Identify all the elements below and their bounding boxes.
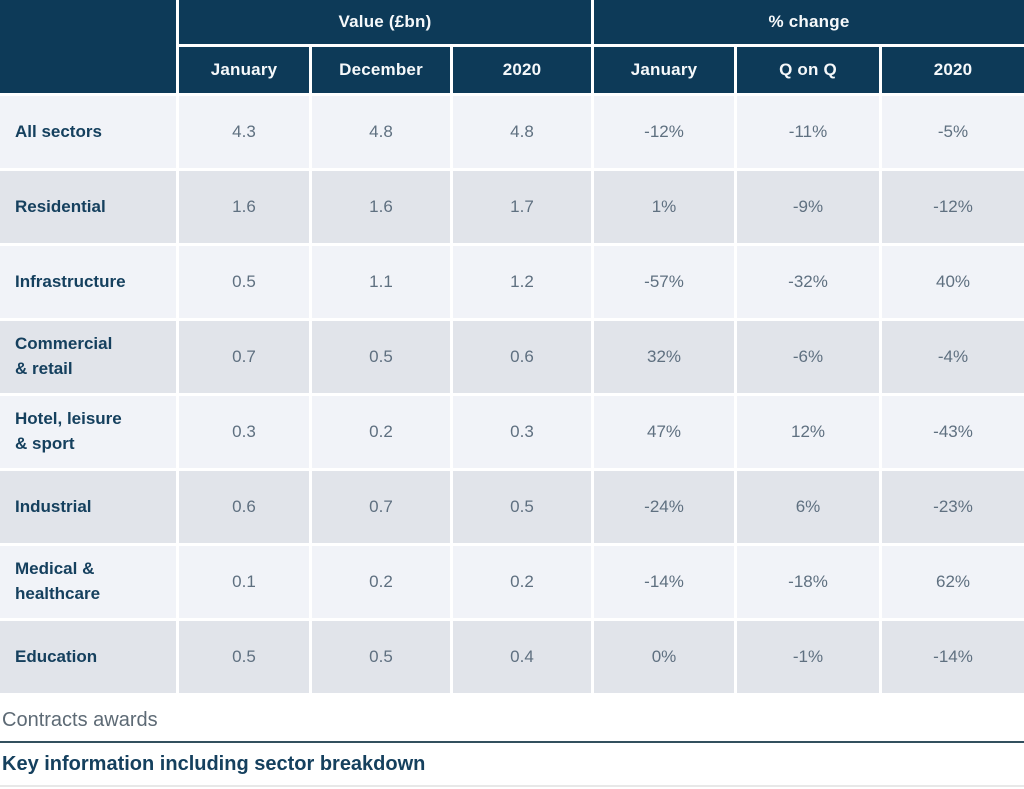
value-cell: -9%	[737, 171, 879, 243]
value-cell: 0.5	[179, 621, 309, 693]
value-cell: 32%	[594, 321, 734, 393]
col-header-pct-january: January	[594, 47, 734, 93]
value-cell: -23%	[882, 471, 1024, 543]
col-header-value-december: December	[312, 47, 450, 93]
table-footer: Contracts awards Key information includi…	[0, 693, 1024, 787]
value-cell: -12%	[882, 171, 1024, 243]
sector-label: Infrastructure	[0, 246, 176, 318]
value-cell: 62%	[882, 546, 1024, 618]
value-cell: -1%	[737, 621, 879, 693]
value-cell: 1.7	[453, 171, 591, 243]
value-cell: 0.5	[179, 246, 309, 318]
value-cell: 0.2	[312, 396, 450, 468]
value-cell: -6%	[737, 321, 879, 393]
value-cell: -14%	[882, 621, 1024, 693]
value-cell: -11%	[737, 96, 879, 168]
value-cell: -12%	[594, 96, 734, 168]
value-cell: -57%	[594, 246, 734, 318]
value-cell: 4.8	[453, 96, 591, 168]
value-cell: 0.5	[453, 471, 591, 543]
column-group-pct-change: % change	[594, 0, 1024, 44]
sector-label: Industrial	[0, 471, 176, 543]
value-cell: -18%	[737, 546, 879, 618]
value-cell: 0.3	[453, 396, 591, 468]
value-cell: 47%	[594, 396, 734, 468]
col-header-value-january: January	[179, 47, 309, 93]
value-cell: 0.5	[312, 321, 450, 393]
col-header-pct-qonq: Q on Q	[737, 47, 879, 93]
value-cell: 0.5	[312, 621, 450, 693]
col-header-value-2020: 2020	[453, 47, 591, 93]
table-corner-cell	[0, 0, 176, 93]
sector-label: Commercial & retail	[0, 321, 176, 393]
sector-label: Medical & healthcare	[0, 546, 176, 618]
value-cell: 0.2	[453, 546, 591, 618]
value-cell: 0.7	[179, 321, 309, 393]
value-cell: 1.2	[453, 246, 591, 318]
value-cell: 4.8	[312, 96, 450, 168]
value-cell: -24%	[594, 471, 734, 543]
value-cell: -14%	[594, 546, 734, 618]
value-cell: 1.6	[312, 171, 450, 243]
value-cell: -32%	[737, 246, 879, 318]
value-cell: 40%	[882, 246, 1024, 318]
col-header-pct-2020: 2020	[882, 47, 1024, 93]
value-cell: 0.7	[312, 471, 450, 543]
value-cell: 6%	[737, 471, 879, 543]
sector-label: All sectors	[0, 96, 176, 168]
value-cell: 0.1	[179, 546, 309, 618]
value-cell: 0.6	[453, 321, 591, 393]
value-cell: 1%	[594, 171, 734, 243]
table-caption: Contracts awards	[0, 693, 1024, 743]
sector-breakdown-table: Value (£bn) % change January December 20…	[0, 0, 1024, 693]
value-cell: 0.3	[179, 396, 309, 468]
value-cell: -4%	[882, 321, 1024, 393]
sector-label: Education	[0, 621, 176, 693]
value-cell: 0.2	[312, 546, 450, 618]
value-cell: 4.3	[179, 96, 309, 168]
value-cell: -5%	[882, 96, 1024, 168]
value-cell: -43%	[882, 396, 1024, 468]
section-heading: Key information including sector breakdo…	[0, 743, 1024, 787]
value-cell: 0.6	[179, 471, 309, 543]
value-cell: 0.4	[453, 621, 591, 693]
value-cell: 0%	[594, 621, 734, 693]
value-cell: 1.1	[312, 246, 450, 318]
column-group-value: Value (£bn)	[179, 0, 591, 44]
sector-label: Hotel, leisure & sport	[0, 396, 176, 468]
sector-label: Residential	[0, 171, 176, 243]
value-cell: 1.6	[179, 171, 309, 243]
value-cell: 12%	[737, 396, 879, 468]
